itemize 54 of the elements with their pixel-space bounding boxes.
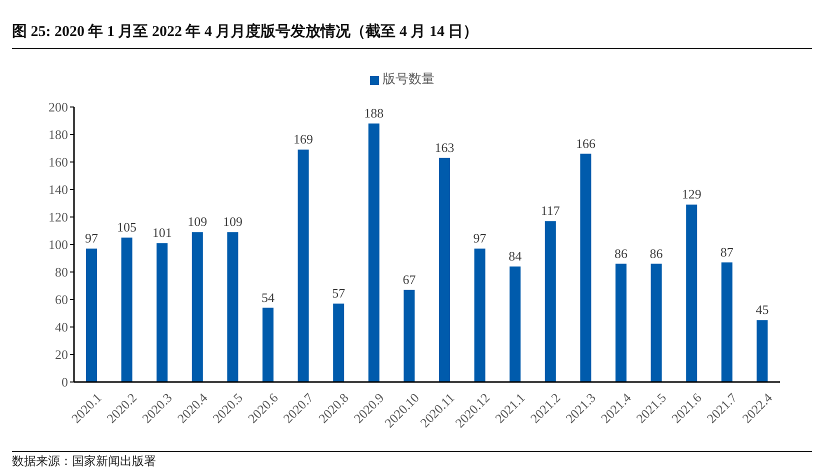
bar (368, 124, 380, 382)
data-label: 97 (473, 230, 487, 246)
bar (121, 238, 132, 382)
data-label: 188 (364, 106, 384, 120)
bar (544, 221, 556, 382)
y-tick-label: 40 (55, 320, 68, 335)
data-label: 97 (85, 230, 98, 246)
data-label: 84 (508, 248, 522, 264)
bar (756, 320, 768, 382)
y-tick-label: 140 (48, 182, 68, 198)
bar (333, 304, 344, 382)
chart-title: 图 25: 2020 年 1 月至 2022 年 4 月月度版号发放情况（截至 4 月 14 日） (12, 22, 812, 49)
legend-label: 版号数量 (382, 71, 434, 86)
data-label: 169 (294, 132, 314, 147)
data-label: 109 (188, 214, 208, 230)
y-tick-label: 100 (48, 237, 68, 252)
y-tick-label: 0 (62, 374, 68, 390)
bar (721, 262, 732, 382)
y-tick-label: 20 (55, 347, 68, 362)
bar (262, 308, 274, 382)
bar (474, 248, 486, 382)
data-label: 101 (152, 225, 172, 240)
data-label: 117 (540, 203, 560, 218)
bar (510, 266, 521, 382)
bar (156, 243, 168, 382)
bar (616, 264, 626, 382)
data-label: 67 (402, 272, 416, 287)
data-label: 45 (756, 302, 769, 318)
bar (686, 204, 698, 382)
data-label: 57 (332, 286, 346, 301)
y-tick-label: 200 (48, 100, 68, 115)
data-label: 54 (262, 290, 275, 305)
bar (404, 290, 415, 382)
y-tick-label: 80 (55, 264, 68, 280)
bar (298, 150, 309, 382)
bar (650, 264, 662, 382)
data-label: 87 (720, 244, 734, 260)
data-label: 86 (650, 246, 664, 261)
bar (227, 232, 238, 382)
y-tick-label: 180 (48, 127, 68, 142)
data-label: 166 (576, 136, 596, 151)
y-tick-label: 60 (55, 292, 68, 308)
bar (86, 248, 97, 382)
source-note: 数据来源：国家新闻出版署 (12, 451, 812, 468)
data-label: 105 (117, 220, 137, 235)
bar (439, 158, 450, 382)
data-label: 163 (434, 140, 454, 155)
bar (580, 154, 592, 382)
y-tick-label: 160 (48, 154, 68, 170)
bar (192, 232, 203, 382)
y-tick-label: 120 (48, 210, 68, 225)
data-label: 109 (222, 214, 242, 230)
data-label: 129 (682, 186, 702, 202)
data-label: 86 (614, 246, 628, 261)
